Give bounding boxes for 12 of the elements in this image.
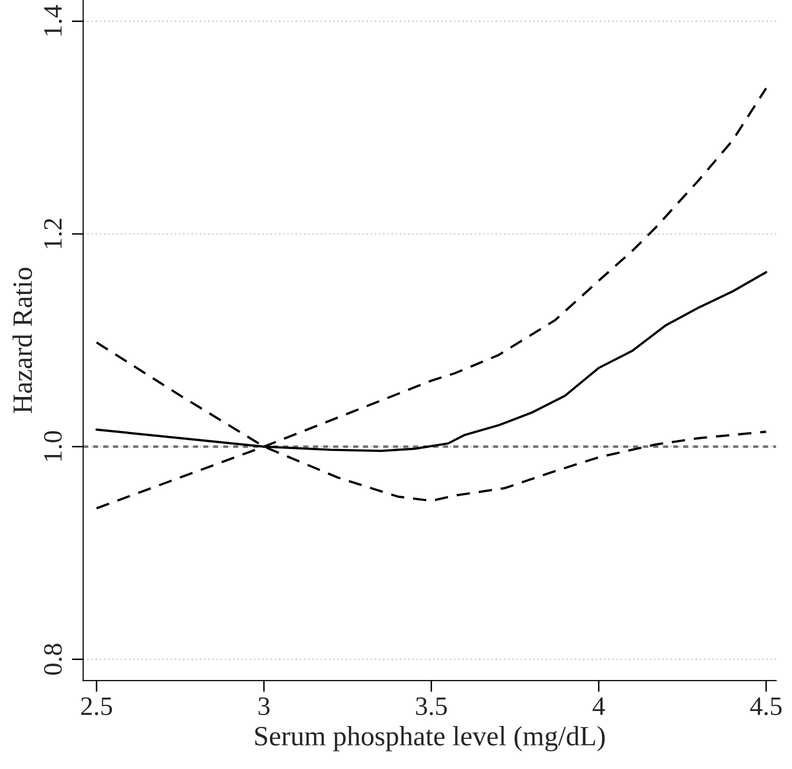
- y-tick-label: 1.4: [44, 5, 62, 36]
- x-tick-label: 4: [592, 697, 605, 715]
- x-tick-label: 2.5: [81, 697, 112, 716]
- y-tick-label: 0.8: [44, 644, 62, 675]
- line-series: [95, 87, 768, 510]
- x-tick-label: 4.5: [750, 697, 782, 716]
- y-tick-label: 1.0: [44, 431, 62, 461]
- x-tick-label: 3: [258, 697, 270, 716]
- x-tick-label: 3.5: [416, 697, 447, 716]
- y-axis-title: Hazard Ratio: [12, 268, 32, 414]
- y-tick-label: 1.2: [44, 218, 62, 248]
- x-axis-title: Serum phosphate level (mg/dL): [255, 726, 605, 752]
